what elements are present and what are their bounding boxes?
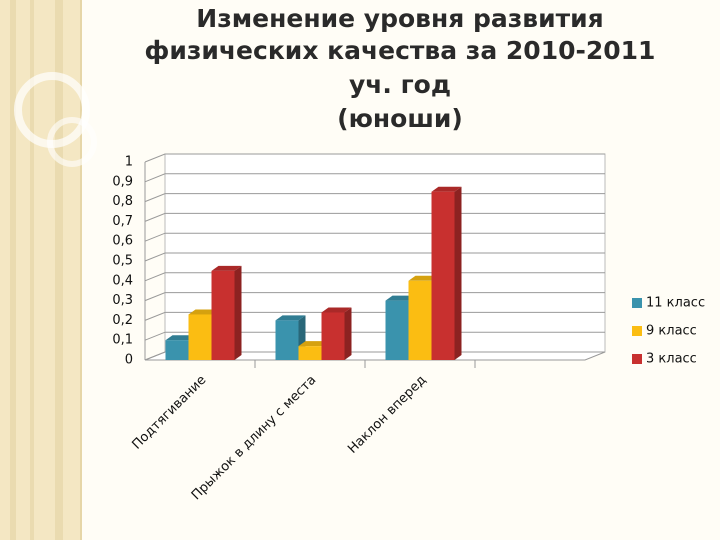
title-line: уч. год	[349, 70, 451, 99]
title-line: физических качества за 2010-2011	[145, 36, 656, 65]
y-tick-label: 1	[125, 155, 133, 170]
y-tick-label: 0	[125, 353, 133, 368]
y-tick-label: 0,5	[112, 254, 133, 269]
bar-side	[454, 186, 462, 360]
bar-top	[431, 186, 462, 192]
title: Изменение уровня развития физических кач…	[145, 4, 656, 133]
bar	[188, 314, 212, 360]
divider	[80, 0, 82, 540]
legend-label: 3 класс	[646, 352, 697, 367]
bar-top	[408, 275, 439, 281]
y-tick-label: 0,6	[112, 234, 133, 249]
bar-top	[385, 295, 416, 301]
stripe	[10, 0, 16, 540]
bar-side	[344, 307, 352, 360]
bar-top	[298, 341, 329, 347]
bar-top	[165, 335, 196, 341]
title-line: (юноши)	[337, 104, 463, 133]
legend-label: 11 класс	[646, 296, 705, 311]
bar-top	[275, 315, 306, 321]
bar	[431, 191, 455, 360]
bar-top	[188, 309, 219, 315]
bar	[275, 320, 299, 360]
stripe	[30, 0, 34, 540]
bar	[298, 346, 322, 360]
grid-line	[144, 153, 605, 163]
bar	[385, 300, 409, 360]
legend-swatch	[632, 354, 642, 364]
grid-line	[144, 173, 605, 183]
decor-circle	[47, 117, 97, 167]
title-line: Изменение уровня развития	[196, 4, 603, 33]
bar-top	[321, 307, 352, 313]
legend-swatch	[632, 298, 642, 308]
y-tick-label: 0,2	[112, 313, 133, 328]
bar-side	[234, 265, 242, 360]
bar-top	[211, 265, 242, 271]
y-tick-label: 0,8	[112, 194, 133, 209]
bar	[211, 270, 235, 360]
stripe	[55, 0, 63, 540]
bar	[321, 312, 345, 360]
y-tick-label: 0,1	[112, 333, 133, 348]
bar	[165, 340, 189, 360]
y-tick-label: 0,7	[112, 214, 133, 229]
bar	[408, 280, 432, 360]
legend-swatch	[632, 326, 642, 336]
y-tick-label: 0,9	[112, 174, 133, 189]
y-tick-label: 0,4	[112, 273, 133, 288]
y-tick-label: 0,3	[112, 293, 133, 308]
legend-label: 9 класс	[646, 324, 697, 339]
